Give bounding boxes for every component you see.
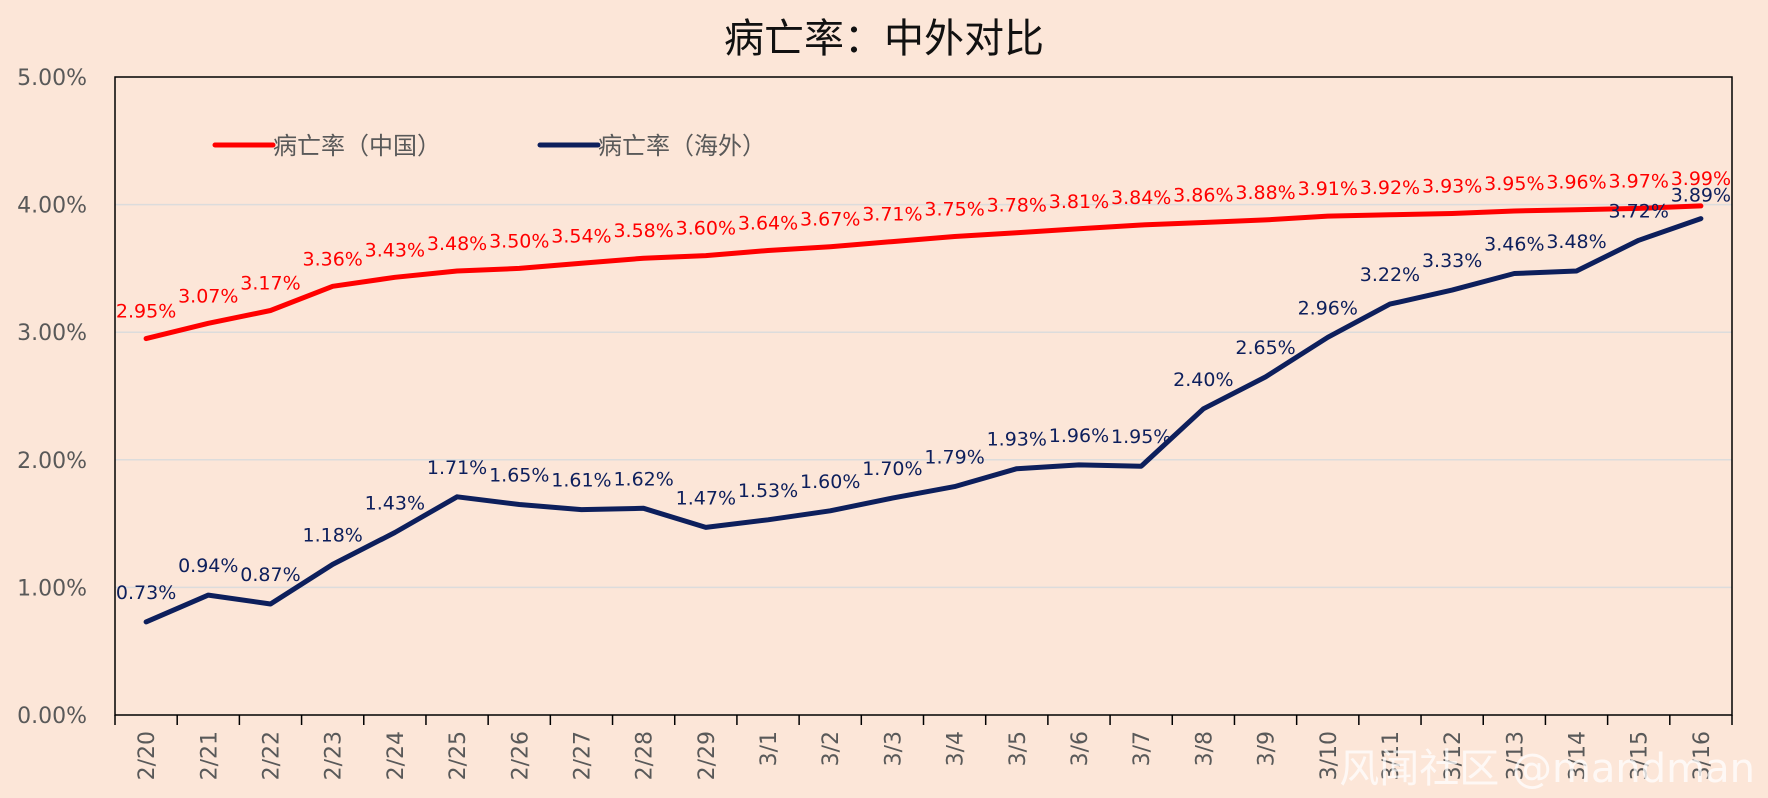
x-tick-label: 2/29 [695,731,720,780]
data-label: 3.22% [1360,264,1420,286]
data-label: 3.48% [1546,231,1606,253]
x-tick-label: 2/24 [384,731,409,780]
data-label: 1.53% [738,480,798,502]
data-label: 1.93% [987,429,1047,451]
data-label: 1.62% [613,468,673,490]
data-label: 1.71% [427,457,487,479]
legend-label-1: 病亡率（海外） [598,132,766,160]
data-label: 2.96% [1298,297,1358,319]
data-label: 1.65% [489,464,549,486]
x-tick-label: 3/14 [1566,731,1591,780]
data-label: 1.60% [800,471,860,493]
data-label: 1.61% [551,470,611,492]
data-label: 3.97% [1609,170,1669,192]
data-label: 3.86% [1173,184,1233,206]
series-line-1 [143,216,1704,625]
data-label: 3.17% [240,273,300,295]
x-tick-label: 3/16 [1690,731,1715,780]
data-label: 3.58% [613,220,673,242]
x-tick-label: 3/10 [1317,731,1342,780]
y-tick-label: 4.00% [17,194,87,219]
data-label: 3.78% [987,195,1047,217]
data-label: 1.96% [1049,425,1109,447]
y-tick-label: 0.00% [17,704,87,729]
watermark: 风闻社区 @mandman [1339,746,1755,792]
x-tick-label: 2/28 [633,731,658,780]
data-label: 3.84% [1111,187,1171,209]
data-label: 3.48% [427,233,487,255]
data-label: 1.79% [924,447,984,469]
data-label: 3.91% [1298,178,1358,200]
x-tick-label: 3/12 [1441,731,1466,780]
plot-area [115,77,1732,715]
data-label: 0.94% [178,555,238,577]
data-label: 3.89% [1671,185,1731,207]
x-tick-label: 3/11 [1379,731,1404,780]
x-tick-label: 3/1 [757,731,782,766]
chart-title: 病亡率：中外对比 [724,16,1044,62]
x-tick-label: 3/2 [819,731,844,766]
data-label: 3.67% [800,209,860,231]
data-label: 2.65% [1235,337,1295,359]
data-label: 3.36% [302,248,362,270]
data-label: 1.47% [676,487,736,509]
y-tick-label: 1.00% [17,576,87,601]
data-label: 1.70% [862,458,922,480]
series-line-0 [143,203,1704,342]
x-tick-label: 2/20 [135,731,160,780]
data-label: 3.43% [365,239,425,261]
data-label: 3.96% [1546,172,1606,194]
x-tick-label: 2/23 [322,731,347,780]
data-label: 3.92% [1360,177,1420,199]
x-tick-label: 2/27 [570,731,595,780]
data-label: 1.95% [1111,426,1171,448]
data-label: 1.43% [365,493,425,515]
data-label: 3.54% [551,225,611,247]
data-label: 3.64% [738,213,798,235]
data-label: 3.50% [489,230,549,252]
data-label: 3.46% [1484,234,1544,256]
data-label: 3.81% [1049,191,1109,213]
legend-label-0: 病亡率（中国） [273,132,441,160]
x-tick-label: 3/8 [1192,731,1217,766]
data-label: 0.73% [116,582,176,604]
data-label: 3.75% [924,199,984,221]
x-tick-label: 3/7 [1130,731,1155,766]
x-tick-label: 3/15 [1628,731,1653,780]
data-label: 0.87% [240,564,300,586]
data-label: 3.99% [1671,168,1731,190]
data-label: 3.93% [1422,176,1482,198]
x-tick-label: 2/26 [508,731,533,780]
x-tick-label: 3/13 [1503,731,1528,780]
x-tick-label: 3/3 [881,731,906,766]
x-tick-label: 2/22 [259,731,284,780]
data-label: 2.95% [116,301,176,323]
data-label: 1.18% [302,524,362,546]
x-tick-label: 2/21 [197,731,222,780]
y-tick-label: 3.00% [17,321,87,346]
data-label: 3.33% [1422,250,1482,272]
data-label: 2.40% [1173,369,1233,391]
data-label: 3.95% [1484,173,1544,195]
data-label: 3.07% [178,285,238,307]
data-label: 3.71% [862,204,922,226]
y-tick-label: 5.00% [17,66,87,91]
data-label: 3.88% [1235,182,1295,204]
x-tick-label: 3/9 [1255,731,1280,766]
data-label: 3.60% [676,218,736,240]
x-tick-label: 2/25 [446,731,471,780]
x-tick-label: 3/5 [1006,731,1031,766]
x-tick-label: 3/6 [1068,731,1093,766]
y-tick-label: 2.00% [17,449,87,474]
x-tick-label: 3/4 [944,731,969,766]
data-label: 3.72% [1609,200,1669,222]
